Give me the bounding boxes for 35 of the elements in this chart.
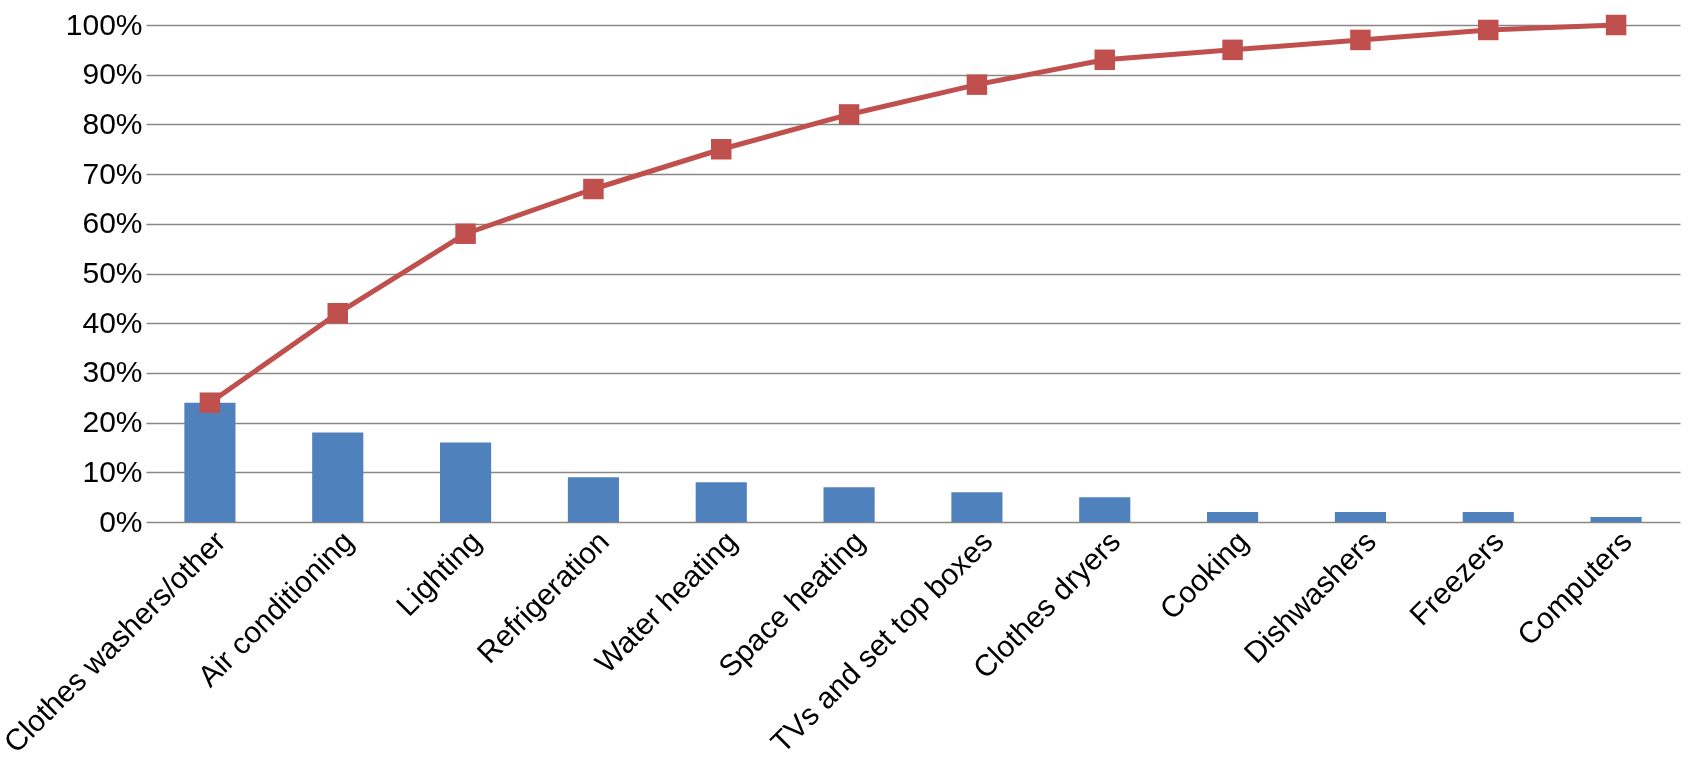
point xyxy=(966,74,988,95)
y-tick-label: 50% xyxy=(82,256,143,289)
point xyxy=(583,178,604,200)
bar xyxy=(1590,517,1642,522)
bar xyxy=(1462,512,1514,522)
bar xyxy=(440,442,492,522)
bar xyxy=(567,477,619,522)
bar xyxy=(1079,497,1131,522)
bar xyxy=(1207,512,1259,522)
bar xyxy=(695,482,747,522)
bar xyxy=(184,402,236,522)
y-tick-label: 80% xyxy=(82,106,143,140)
bar xyxy=(312,432,364,522)
y-tick-label: 100% xyxy=(65,7,143,41)
bar xyxy=(1334,512,1386,522)
y-tick-label: 30% xyxy=(82,355,143,389)
y-tick-label: 40% xyxy=(82,305,143,339)
point xyxy=(455,223,476,244)
y-tick-label: 10% xyxy=(82,454,143,488)
point xyxy=(1478,19,1499,41)
point xyxy=(1350,29,1371,51)
point xyxy=(838,104,860,125)
point xyxy=(199,392,221,413)
point xyxy=(1605,14,1627,36)
y-tick-label: 60% xyxy=(82,206,143,240)
y-tick-label: 70% xyxy=(82,156,143,190)
y-tick-label: 20% xyxy=(82,405,143,439)
point xyxy=(711,139,732,160)
point xyxy=(327,303,348,324)
y-tick-label: 90% xyxy=(82,57,143,91)
point xyxy=(1094,49,1115,71)
bar xyxy=(823,487,875,522)
y-tick-label: 0% xyxy=(99,504,143,538)
point xyxy=(1222,39,1243,61)
bar xyxy=(951,492,1003,522)
